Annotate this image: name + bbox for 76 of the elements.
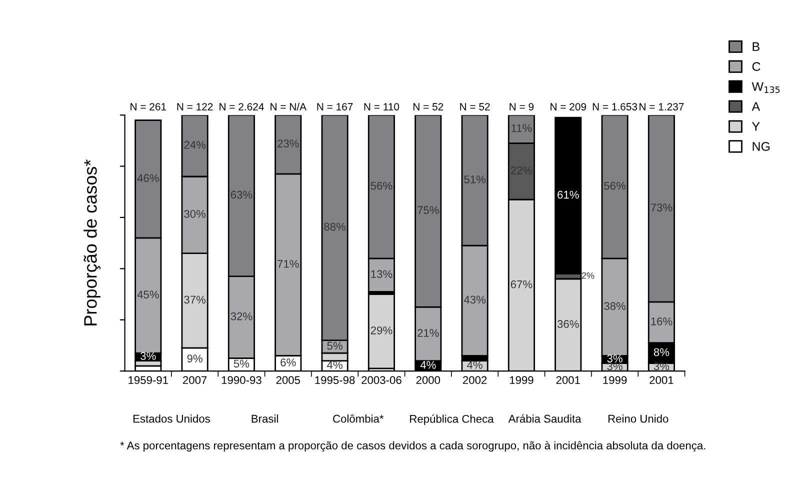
- data-label: 67%: [510, 280, 532, 288]
- text: N = 2.624: [220, 103, 264, 110]
- data-label: 6%: [280, 358, 296, 366]
- data-label: 21%: [418, 329, 439, 337]
- legend-label: NG: [752, 142, 770, 151]
- data-label: 32%: [230, 312, 252, 320]
- data-label: 4%: [327, 361, 342, 369]
- text: N = 261: [130, 103, 166, 110]
- data-label: 46%: [137, 174, 159, 182]
- data-label: 43%: [464, 296, 486, 304]
- x-tick-label: 2002: [463, 376, 487, 384]
- x-tick-label: 2001: [556, 376, 580, 384]
- data-label: 63%: [230, 190, 252, 199]
- text: N = 110: [364, 103, 400, 110]
- text: N = 9: [510, 103, 534, 110]
- text: N = 1.237: [640, 103, 684, 110]
- data-label: 9%: [187, 354, 202, 362]
- data-label: 38%: [604, 302, 626, 310]
- text: Brasil: [252, 414, 278, 423]
- data-label: 88%: [324, 222, 346, 231]
- data-label: 56%: [604, 182, 626, 190]
- data-label: 16%: [651, 317, 672, 326]
- legend-label: W$_{135}$: [752, 82, 780, 93]
- data-label: 5%: [234, 360, 250, 368]
- text: N = 1.653: [592, 103, 638, 110]
- data-label: 36%: [557, 320, 579, 328]
- data-label: 11%: [512, 124, 532, 132]
- data-label: 51%: [464, 176, 486, 184]
- data-label: 61%: [558, 190, 579, 199]
- x-tick-label: 2000: [416, 376, 440, 384]
- text: Estados Unidos: [133, 414, 210, 423]
- y-axis-title: Proporção de casos*: [84, 160, 100, 326]
- data-label: 3%: [140, 352, 156, 360]
- text: Arábia Saudita: [508, 414, 582, 423]
- x-tick-label: 2003-06: [362, 376, 402, 384]
- text: N = N/A: [270, 102, 306, 110]
- text: N = 122: [177, 103, 213, 110]
- x-tick-label: 1999: [603, 376, 627, 384]
- data-label: 2%: [582, 272, 594, 279]
- text: Colômbia*: [333, 414, 384, 423]
- data-label: 71%: [278, 260, 299, 268]
- x-tick-label: 1959-91: [128, 376, 168, 384]
- data-label: 75%: [418, 206, 439, 214]
- data-label: 29%: [370, 326, 392, 334]
- data-label: 56%: [370, 182, 392, 190]
- data-label: 23%: [278, 140, 299, 148]
- data-label: 5%: [327, 342, 342, 350]
- x-tick-label: 2005: [276, 376, 300, 384]
- text: N = 209: [550, 103, 586, 110]
- text: N = 52: [460, 103, 490, 110]
- data-label: 24%: [184, 140, 206, 149]
- text: N = 52: [414, 103, 444, 110]
- data-label: 73%: [650, 204, 672, 212]
- data-label: 3%: [607, 362, 622, 370]
- data-label: 13%: [371, 270, 392, 278]
- text: República Checa: [410, 414, 494, 426]
- data-label: 45%: [137, 290, 159, 298]
- legend-label: C: [752, 62, 760, 71]
- text: N = 167: [317, 103, 353, 110]
- data-label: 3%: [607, 354, 622, 362]
- legend-label: B: [752, 42, 760, 51]
- data-label: 4%: [467, 361, 482, 369]
- data-label: 4%: [420, 361, 436, 369]
- x-tick-label: 1995-98: [315, 376, 355, 384]
- legend-label: A: [752, 102, 760, 111]
- data-label: 8%: [654, 348, 670, 356]
- x-tick-label: 2007: [183, 376, 207, 384]
- legend-label: Y: [752, 122, 760, 131]
- x-tick-label: 1990-93: [222, 376, 262, 384]
- data-label: 30%: [184, 210, 206, 218]
- data-label: 3%: [654, 362, 670, 370]
- text: * As porcentagens representam a proporção de casos devidos a cada sorogrupo, não à incidência absoluta da doença.: [120, 441, 706, 452]
- text: Reino Unido: [608, 414, 668, 423]
- x-tick-label: 1999: [510, 376, 534, 384]
- data-label: 37%: [184, 296, 206, 304]
- x-tick-label: 2001: [650, 376, 674, 384]
